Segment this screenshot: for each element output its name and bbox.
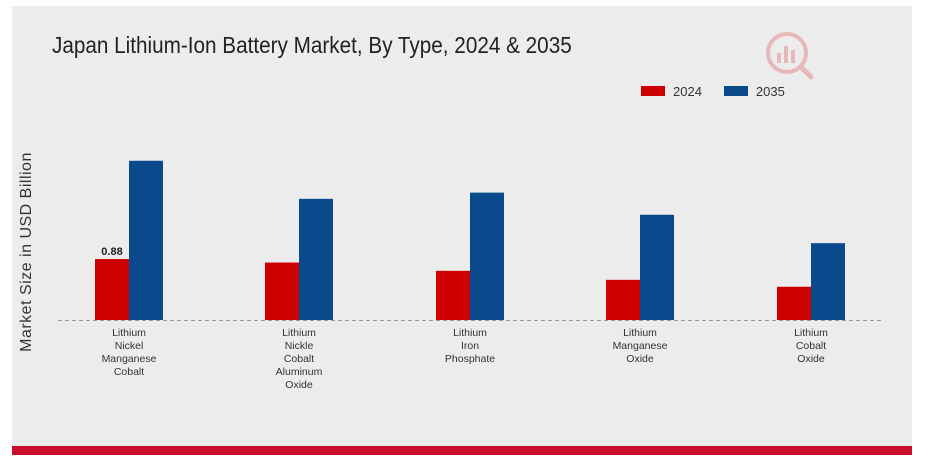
bar-2024-2 <box>265 262 299 320</box>
legend-label-2035: 2035 <box>755 83 785 99</box>
x-tick-label: Manganese <box>613 340 668 352</box>
x-tick-label: Lithium <box>112 327 146 339</box>
x-tick-label: Lithium <box>282 327 316 339</box>
data-label: 0.88 <box>101 246 122 258</box>
x-tick-label: Cobalt <box>114 366 144 378</box>
legend-swatch-2024 <box>641 86 665 96</box>
legend-swatch-2035 <box>723 86 748 96</box>
x-tick-label: Phosphate <box>445 353 495 365</box>
x-tick-label: Lithium <box>794 327 828 339</box>
x-tick-label: Cobalt <box>284 353 314 365</box>
x-tick-label: Nickel <box>115 340 144 352</box>
x-tick-label: Oxide <box>285 379 313 391</box>
bar-2035-1 <box>129 160 163 320</box>
legend: 2024 2035 <box>641 83 807 99</box>
x-tick-label: Oxide <box>626 353 654 365</box>
x-tick-label: Aluminum <box>276 366 323 378</box>
bar-2024-5 <box>777 286 811 320</box>
bar-2035-5 <box>811 243 845 320</box>
x-tick-label: Iron <box>461 340 479 352</box>
bar-2035-3 <box>470 192 504 320</box>
bar-2035-2 <box>299 198 333 320</box>
x-tick-label: Lithium <box>453 327 487 339</box>
accent-bar <box>12 446 912 455</box>
bar-2024-3 <box>436 270 470 320</box>
bar-2024-1 <box>95 259 129 320</box>
legend-item-2035: 2035 <box>723 83 785 99</box>
bar-2024-4 <box>606 279 640 320</box>
chart-title: Japan Lithium-Ion Battery Market, By Typ… <box>52 32 572 58</box>
x-tick-label: Cobalt <box>796 340 826 352</box>
x-tick-label: Lithium <box>623 327 657 339</box>
legend-label-2024: 2024 <box>673 83 702 99</box>
legend-item-2024: 2024 <box>641 84 702 99</box>
x-tick-label: Oxide <box>797 353 825 365</box>
brand-logo-icon <box>766 32 814 80</box>
bar-2035-4 <box>640 214 674 320</box>
x-tick-label: Manganese <box>102 353 157 365</box>
x-tick-label: Nickle <box>285 340 314 352</box>
